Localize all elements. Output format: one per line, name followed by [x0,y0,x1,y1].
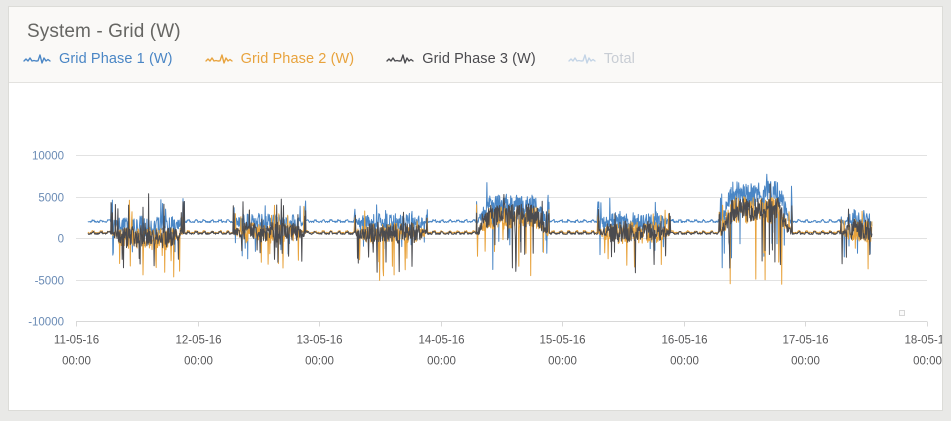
resize-handle[interactable] [899,310,905,316]
legend-label: Grid Phase 3 (W) [422,51,536,67]
x-axis-tick-label-time: 00:00 [670,356,699,368]
wave-icon [23,54,51,64]
page-title: System - Grid (W) [27,21,181,42]
legend-item-1[interactable]: Grid Phase 1 (W) [23,51,173,67]
legend-item-4[interactable]: Total [568,51,635,67]
x-axis-tick-label-time: 00:00 [305,356,334,368]
series-line-2 [87,196,873,285]
legend-label: Total [603,51,635,67]
chart-panel: System - Grid (W) Grid Phase 1 (W) Grid P… [8,6,943,411]
x-axis-tick-label-date: 13-05-16 [296,335,342,347]
x-axis-tick-label-time: 00:00 [427,356,456,368]
wave-icon [204,54,233,64]
x-axis-tick-label-time: 00:00 [913,356,942,368]
x-axis-tick-label-time: 00:00 [62,356,91,368]
y-axis-tick-label: -10000 [28,317,64,329]
x-axis-tick-label-date: 16-05-16 [661,335,707,347]
x-axis-tick-label-date: 11-05-16 [54,335,99,347]
y-axis-tick-label: 10000 [32,151,64,163]
series-line-1 [87,173,873,270]
x-axis-tick-label-date: 14-05-16 [418,335,464,347]
legend-label: Grid Phase 1 (W) [59,51,173,67]
legend-item-3[interactable]: Grid Phase 3 (W) [386,51,536,67]
y-axis-tick-label: 5000 [38,193,64,205]
x-axis-tick-label-date: 17-05-16 [782,335,828,347]
y-axis-tick-label: 0 [58,234,64,246]
wave-icon [568,54,596,64]
x-axis-tick-label-date: 15-05-16 [539,335,585,347]
chart-plot-area: 10000 5000 0 -5000 -10000 11-05-16 00:00 12-05-… [9,83,942,410]
legend-item-2[interactable]: Grid Phase 2 (W) [204,51,355,67]
x-axis-tick-label-date: 12-05-16 [175,335,221,347]
legend-label: Grid Phase 2 (W) [240,51,355,67]
wave-icon [386,54,414,64]
x-axis-tick-label-time: 00:00 [184,356,213,368]
chart-svg: 10000 5000 0 -5000 -10000 11-05-16 00:00 12-05-… [28,151,942,368]
chart-legend: Grid Phase 1 (W) Grid Phase 2 (W) Grid Pha… [23,51,667,67]
x-axis-tick-label-date: 18-05-16 [904,335,942,347]
series-line-3 [87,183,873,274]
y-axis-tick-label: -5000 [35,276,64,288]
x-axis-tick-label-time: 00:00 [548,356,577,368]
chart-panel-header: System - Grid (W) Grid Phase 1 (W) Grid P… [9,7,942,83]
x-axis-tick-label-time: 00:00 [791,356,820,368]
